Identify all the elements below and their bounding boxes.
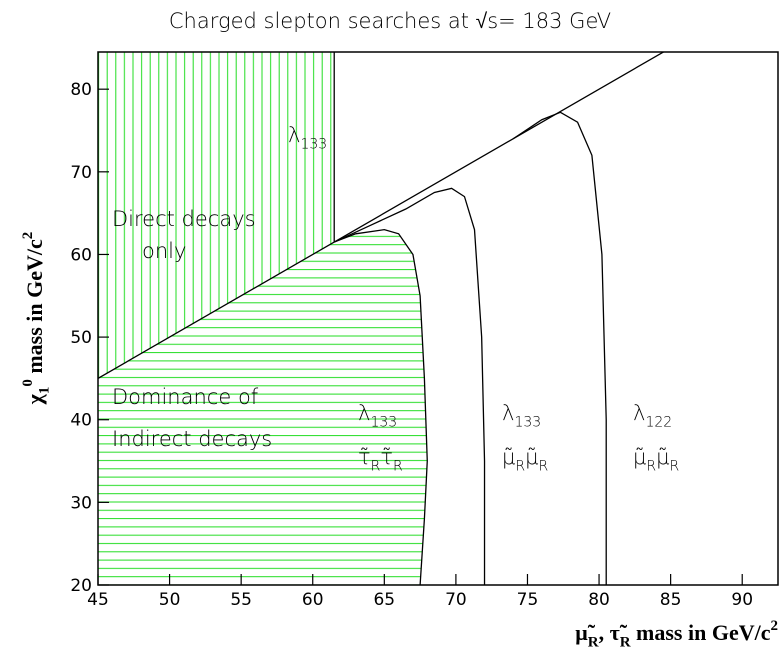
annotation: μ̃Rμ̃R bbox=[633, 445, 679, 474]
x-tick-label: 45 bbox=[87, 590, 109, 610]
x-tick-label: 65 bbox=[373, 590, 395, 610]
x-tick-label: 80 bbox=[588, 590, 610, 610]
annotation: Dominance of bbox=[112, 385, 259, 409]
annotation: λ133 bbox=[502, 401, 541, 430]
y-tick-label: 40 bbox=[70, 411, 92, 431]
text-part: λ bbox=[288, 123, 300, 147]
text-part: Direct decays bbox=[112, 207, 256, 231]
annotation: λ133 bbox=[288, 123, 327, 152]
x-tick-label: 90 bbox=[731, 590, 753, 610]
text-part: only bbox=[142, 239, 186, 263]
annotation: Indirect decays bbox=[112, 427, 272, 451]
text-part: R bbox=[538, 458, 548, 474]
curve bbox=[512, 111, 607, 585]
text-part: λ bbox=[502, 401, 514, 425]
annotation: λ133 bbox=[358, 401, 397, 430]
annotation: only bbox=[142, 239, 186, 263]
x-tick-label: 75 bbox=[517, 590, 539, 610]
annotation: τ̃Rτ̃R bbox=[358, 445, 403, 474]
text-part: 2 bbox=[20, 232, 36, 240]
text-part: R bbox=[620, 635, 631, 651]
text-part: mass in GeV/c bbox=[631, 620, 771, 645]
text-part: 1 bbox=[37, 387, 53, 395]
x-axis-label: μ̃R, τ̃R mass in GeV/c2 bbox=[575, 618, 778, 651]
curve bbox=[98, 52, 665, 379]
text-part: χ bbox=[22, 393, 47, 405]
y-tick-label: 60 bbox=[70, 245, 92, 265]
text-part: 122 bbox=[645, 414, 672, 430]
text-part: R bbox=[371, 458, 381, 474]
text-part: μ̃ bbox=[656, 445, 669, 469]
curve bbox=[333, 229, 428, 585]
y-tick-label: 20 bbox=[70, 576, 92, 596]
text-part: Indirect decays bbox=[112, 427, 272, 451]
text-part: R bbox=[515, 458, 525, 474]
plot-frame bbox=[97, 51, 779, 586]
annotation: Direct decays bbox=[112, 207, 256, 231]
text-part: 133 bbox=[370, 414, 397, 430]
text-part: 2 bbox=[771, 618, 779, 634]
hatched-region bbox=[98, 52, 335, 379]
text-part: μ̃ bbox=[525, 445, 538, 469]
text-part: τ̃ bbox=[358, 445, 371, 469]
text-part: Dominance of bbox=[112, 385, 259, 409]
text-part: λ bbox=[633, 401, 645, 425]
text-part: λ bbox=[358, 401, 370, 425]
y-axis-label: χ10 mass in GeV/c2 bbox=[20, 232, 53, 406]
x-tick-label: 70 bbox=[445, 590, 467, 610]
y-tick-label: 30 bbox=[70, 493, 92, 513]
text-part: R bbox=[669, 458, 679, 474]
chart-title: Charged slepton searches at √s= 183 GeV bbox=[169, 9, 611, 33]
y-tick-label: 50 bbox=[70, 328, 92, 348]
text-part: 0 bbox=[20, 379, 36, 387]
text-part: 133 bbox=[300, 136, 327, 152]
text-part: R bbox=[588, 635, 599, 651]
text-part: R bbox=[646, 458, 656, 474]
x-tick-label: 55 bbox=[230, 590, 252, 610]
text-part: τ̃ bbox=[380, 445, 393, 469]
text-part: μ̃ bbox=[633, 445, 646, 469]
y-tick-label: 80 bbox=[70, 80, 92, 100]
x-tick-label: 60 bbox=[302, 590, 324, 610]
text-part: μ̃ bbox=[502, 445, 515, 469]
annotation: μ̃Rμ̃R bbox=[502, 445, 548, 474]
curve bbox=[333, 187, 486, 585]
y-tick-label: 70 bbox=[70, 163, 92, 183]
hatched-region bbox=[98, 229, 428, 585]
x-tick-label: 50 bbox=[159, 590, 181, 610]
annotation: λ122 bbox=[633, 401, 672, 430]
text-part: mass in GeV/c bbox=[22, 239, 47, 379]
text-part: R bbox=[393, 458, 403, 474]
text-part: 133 bbox=[514, 414, 541, 430]
x-tick-label: 85 bbox=[660, 590, 682, 610]
